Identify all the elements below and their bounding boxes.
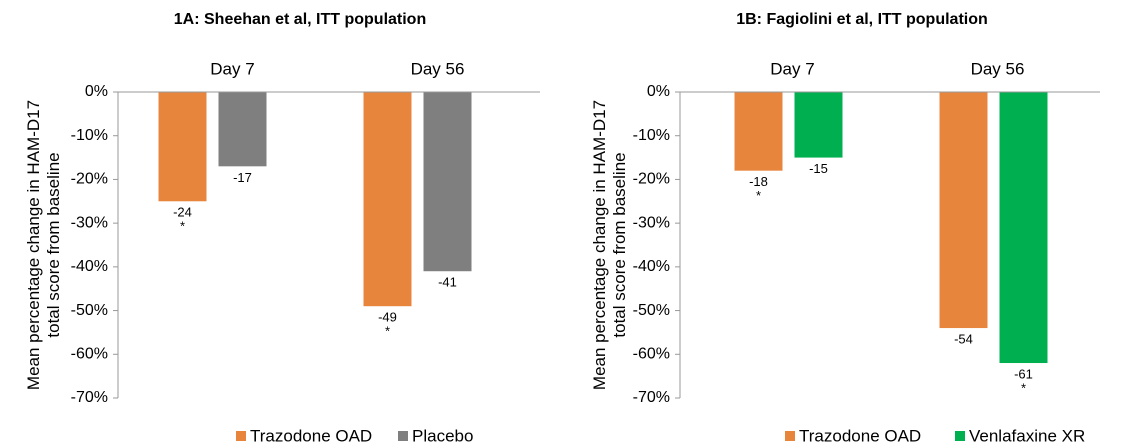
data-label: -17 (233, 170, 252, 185)
data-label: -54 (954, 331, 973, 346)
bar (734, 92, 783, 171)
legend-label: Placebo (412, 426, 473, 445)
x-tick-label: Day 7 (770, 59, 814, 78)
legend-swatch (398, 431, 408, 441)
y-tick-label: -70% (71, 389, 108, 406)
data-label: -41 (438, 275, 457, 290)
y-tick-label: -50% (71, 302, 108, 319)
bar (423, 92, 472, 272)
y-tick-label: -70% (633, 389, 670, 406)
legend-label: Trazodone OAD (799, 426, 921, 445)
data-label: -15 (809, 161, 828, 176)
y-tick-label: -10% (633, 127, 670, 144)
y-tick-label: -50% (633, 302, 670, 319)
y-tick-label: -10% (71, 127, 108, 144)
bar (363, 92, 412, 307)
y-axis-label-line: Mean percentage change in HAM-D17 (24, 100, 43, 390)
y-tick-label: -20% (71, 171, 108, 188)
x-tick-label: Day 56 (411, 59, 465, 78)
y-axis-label: Mean percentage change in HAM-D17total s… (590, 100, 629, 390)
bar (158, 92, 207, 202)
significance-marker: * (1021, 380, 1026, 395)
data-label: -49 (378, 310, 397, 325)
y-axis-label: Mean percentage change in HAM-D17total s… (24, 100, 63, 390)
legend-swatch (236, 431, 246, 441)
significance-marker: * (180, 219, 185, 234)
y-axis-label-line: total score from baseline (44, 152, 63, 337)
chart-title: 1B: Fagiolini et al, ITT population (736, 11, 988, 28)
data-label: -18 (749, 174, 768, 189)
y-tick-label: -60% (633, 346, 670, 363)
significance-marker: * (385, 324, 390, 339)
x-tick-label: Day 56 (971, 59, 1025, 78)
bar (218, 92, 267, 167)
y-tick-label: 0% (647, 83, 670, 100)
bar (939, 92, 988, 329)
y-tick-label: -40% (633, 258, 670, 275)
data-label: -61 (1014, 366, 1033, 381)
bar (999, 92, 1048, 364)
data-label: -24 (173, 205, 192, 220)
significance-marker: * (756, 188, 761, 203)
y-tick-label: -30% (71, 214, 108, 231)
legend-label: Venlafaxine XR (969, 426, 1085, 445)
y-tick-label: -40% (71, 258, 108, 275)
y-axis-label-line: total score from baseline (610, 152, 629, 337)
y-axis-label-line: Mean percentage change in HAM-D17 (590, 100, 609, 390)
y-tick-label: -20% (633, 171, 670, 188)
chart-title: 1A: Sheehan et al, ITT population (174, 11, 426, 28)
y-tick-label: 0% (85, 83, 108, 100)
legend-swatch (955, 431, 965, 441)
legend-label: Trazodone OAD (250, 426, 372, 445)
bar (794, 92, 843, 158)
x-tick-label: Day 7 (210, 59, 254, 78)
y-tick-label: -60% (71, 346, 108, 363)
legend-swatch (785, 431, 795, 441)
y-tick-label: -30% (633, 214, 670, 231)
